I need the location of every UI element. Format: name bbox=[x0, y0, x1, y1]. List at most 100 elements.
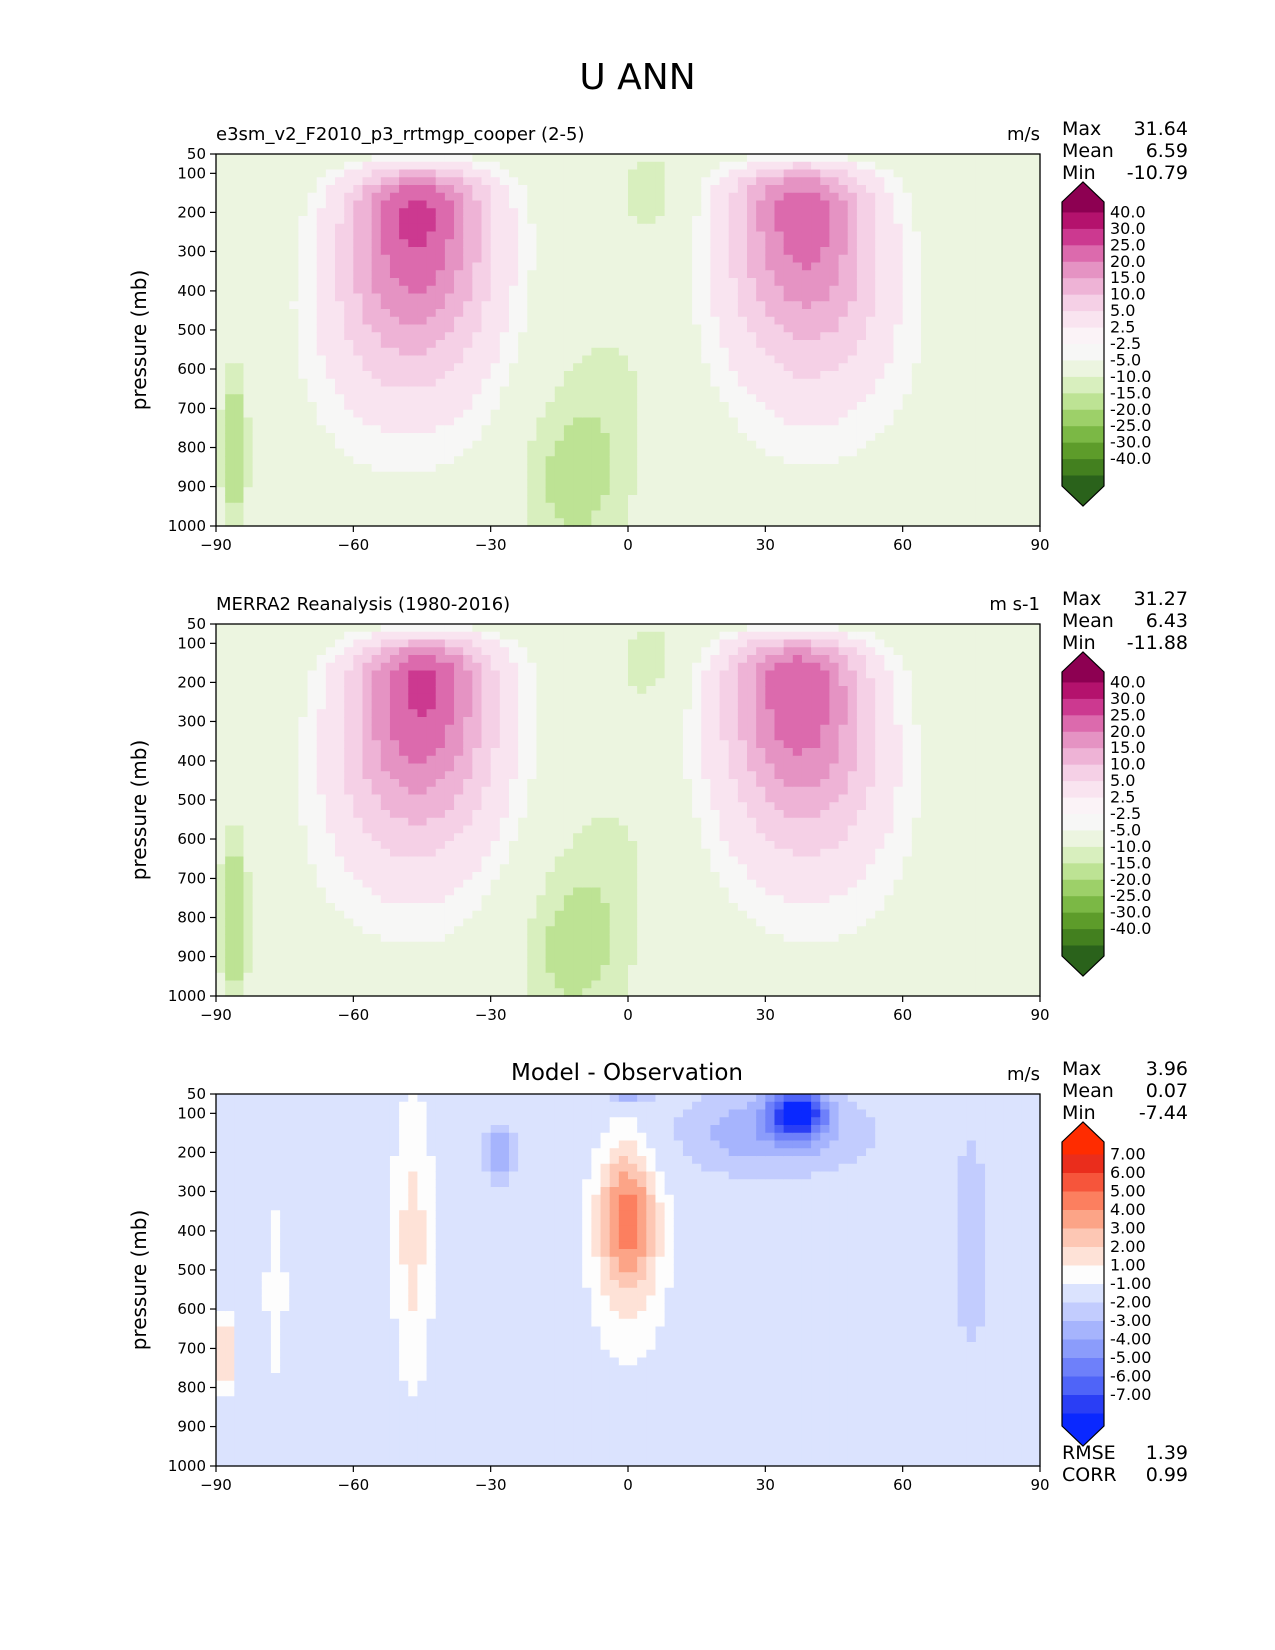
contour-cell bbox=[417, 425, 428, 434]
contour-cell bbox=[527, 185, 538, 194]
contour-cell bbox=[307, 495, 318, 504]
contour-cell bbox=[994, 471, 1004, 481]
contour-cell bbox=[1021, 262, 1032, 271]
contour-cell bbox=[518, 278, 528, 287]
contour-cell bbox=[307, 755, 318, 765]
contour-cell bbox=[875, 231, 885, 240]
contour-cell bbox=[1012, 386, 1023, 395]
contour-cell bbox=[298, 448, 309, 457]
contour-cell bbox=[298, 926, 309, 935]
contour-cell bbox=[252, 309, 263, 318]
contour-cell bbox=[710, 185, 721, 194]
contour-cell bbox=[939, 309, 950, 318]
contour-cell bbox=[270, 285, 281, 295]
contour-cell bbox=[234, 910, 245, 920]
contour-cell bbox=[719, 192, 730, 202]
contour-cell bbox=[280, 910, 290, 920]
contour-cell bbox=[481, 185, 492, 194]
contour-cell bbox=[554, 192, 565, 202]
contour-cell bbox=[252, 216, 263, 225]
contour-cell bbox=[252, 717, 263, 726]
contour-cell bbox=[234, 825, 245, 834]
contour-cell bbox=[289, 340, 299, 349]
contour-cell bbox=[298, 440, 309, 450]
contour-cell bbox=[389, 518, 400, 527]
contour-cell bbox=[335, 278, 345, 287]
contour-cell bbox=[939, 471, 950, 481]
contour-cell bbox=[801, 192, 812, 202]
contour-cell bbox=[499, 510, 510, 519]
contour-cell bbox=[536, 247, 547, 256]
contour-cell bbox=[801, 254, 812, 264]
contour-cell bbox=[527, 417, 538, 426]
contour-cell bbox=[408, 161, 419, 171]
contour-cell bbox=[783, 309, 794, 318]
contour-cell bbox=[261, 779, 272, 788]
contour-cell bbox=[591, 216, 602, 225]
contour-cell bbox=[948, 518, 959, 527]
contour-cell bbox=[536, 177, 547, 186]
contour-cell bbox=[225, 957, 235, 966]
contour-cell bbox=[1030, 332, 1041, 341]
contour-cell bbox=[490, 402, 501, 411]
contour-cell bbox=[435, 169, 446, 178]
contour-cell bbox=[243, 678, 254, 687]
contour-cell bbox=[847, 239, 858, 248]
contour-cell bbox=[316, 879, 327, 889]
contour-cell bbox=[261, 910, 272, 920]
contour-cell bbox=[289, 247, 299, 256]
contour-cell bbox=[692, 278, 702, 287]
contour-cell bbox=[325, 200, 336, 209]
contour-cell bbox=[792, 324, 803, 333]
contour-cell bbox=[252, 425, 263, 434]
contour-cell bbox=[838, 355, 849, 364]
contour-cell bbox=[490, 309, 501, 318]
contour-cell bbox=[893, 409, 904, 419]
contour-cell bbox=[234, 786, 245, 796]
contour-cell bbox=[380, 440, 391, 450]
contour-cell bbox=[701, 169, 711, 178]
contour-cell bbox=[838, 216, 849, 225]
contour-cell bbox=[307, 771, 318, 780]
contour-cell bbox=[280, 670, 290, 679]
contour-cell bbox=[454, 324, 464, 333]
contour-cell bbox=[454, 433, 464, 442]
contour-cell bbox=[362, 378, 373, 388]
contour-cell bbox=[225, 965, 235, 974]
contour-cell bbox=[774, 433, 785, 442]
contour-cell bbox=[600, 309, 611, 318]
contour-cell bbox=[408, 223, 419, 233]
contour-cell bbox=[243, 347, 254, 357]
contour-cell bbox=[289, 378, 299, 388]
contour-cell bbox=[994, 495, 1004, 504]
contour-cell bbox=[911, 161, 922, 171]
contour-cell bbox=[719, 231, 730, 240]
contour-cell bbox=[710, 363, 721, 372]
contour-cell bbox=[866, 394, 876, 403]
contour-cell bbox=[664, 479, 675, 488]
contour-cell bbox=[774, 309, 785, 318]
contour-cell bbox=[417, 518, 428, 527]
contour-cell bbox=[884, 309, 895, 318]
contour-cell bbox=[820, 278, 831, 287]
contour-cell bbox=[829, 448, 840, 457]
contour-cell bbox=[646, 355, 657, 364]
contour-cell bbox=[234, 624, 245, 633]
contour-cell bbox=[554, 223, 565, 233]
contour-cell bbox=[1003, 518, 1014, 527]
contour-cell bbox=[1030, 161, 1041, 171]
contour-cell bbox=[637, 433, 647, 442]
contour-cell bbox=[975, 355, 986, 364]
contour-cell bbox=[216, 934, 226, 943]
contour-cell bbox=[261, 247, 272, 256]
contour-cell bbox=[316, 510, 327, 519]
contour-cell bbox=[664, 371, 675, 380]
contour-cell bbox=[866, 185, 876, 194]
contour-cell bbox=[362, 324, 373, 333]
contour-cell bbox=[930, 471, 940, 481]
contour-cell bbox=[270, 833, 281, 842]
contour-cell bbox=[673, 169, 684, 178]
contour-cell bbox=[1012, 347, 1023, 357]
x-tick-label: −90 bbox=[200, 536, 232, 554]
contour-cell bbox=[499, 448, 510, 457]
